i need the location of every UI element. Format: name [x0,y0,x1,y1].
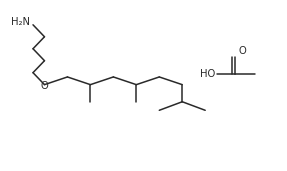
Text: O: O [239,47,247,56]
Text: H₂N: H₂N [11,17,30,27]
Text: HO: HO [200,69,215,79]
Text: O: O [40,81,49,91]
